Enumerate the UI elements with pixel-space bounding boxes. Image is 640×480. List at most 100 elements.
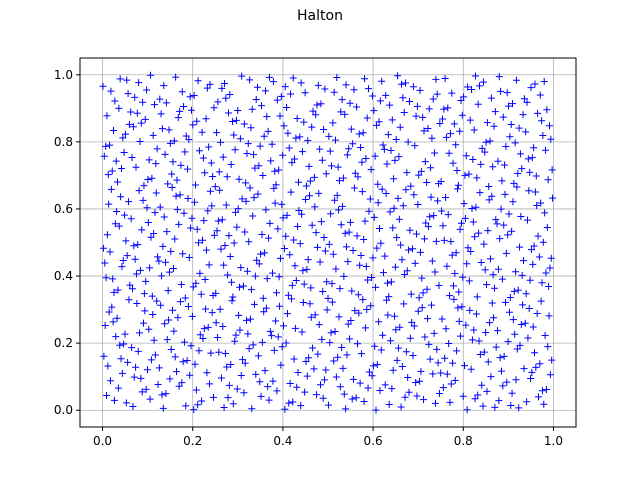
- data-point: [496, 235, 504, 243]
- data-point: [488, 299, 496, 307]
- data-point: [341, 110, 349, 118]
- data-point: [398, 80, 406, 88]
- data-point: [459, 392, 467, 400]
- data-point: [511, 330, 519, 338]
- data-point: [217, 374, 225, 382]
- data-point: [197, 290, 205, 298]
- data-point: [275, 273, 283, 281]
- data-point: [326, 147, 334, 155]
- data-point: [399, 94, 407, 102]
- data-point: [434, 197, 442, 205]
- data-point: [209, 291, 217, 299]
- data-point: [404, 374, 412, 382]
- data-point: [495, 73, 503, 81]
- data-point: [196, 331, 204, 339]
- data-point: [312, 111, 320, 119]
- data-point: [371, 152, 379, 160]
- data-point: [250, 300, 258, 308]
- data-point: [289, 74, 297, 82]
- data-point: [367, 302, 375, 310]
- data-point: [531, 188, 539, 196]
- data-point: [481, 148, 489, 156]
- data-point: [453, 166, 461, 174]
- data-point: [187, 224, 195, 232]
- data-point: [134, 347, 142, 355]
- data-point: [393, 356, 401, 364]
- data-point: [184, 195, 192, 203]
- data-point: [142, 277, 150, 285]
- y-tick-label: 0.2: [54, 336, 73, 350]
- data-point: [429, 370, 437, 378]
- data-point: [287, 295, 295, 303]
- data-point: [468, 205, 476, 213]
- data-point: [107, 185, 115, 193]
- data-point: [382, 91, 390, 99]
- data-point: [526, 168, 534, 176]
- data-point: [359, 296, 367, 304]
- data-point: [279, 214, 287, 222]
- data-point: [484, 358, 492, 366]
- data-point: [480, 348, 488, 356]
- data-point: [549, 194, 557, 202]
- data-point: [538, 387, 546, 395]
- data-point: [247, 315, 254, 323]
- data-point: [512, 76, 520, 84]
- data-point: [446, 398, 454, 406]
- data-point: [423, 178, 431, 186]
- data-point: [413, 230, 421, 238]
- data-point: [226, 253, 234, 261]
- data-point: [516, 341, 524, 349]
- data-point: [346, 99, 354, 107]
- data-point: [507, 120, 515, 128]
- data-point: [106, 377, 114, 385]
- data-point: [194, 401, 202, 409]
- data-point: [262, 304, 270, 312]
- data-point: [222, 94, 230, 102]
- data-point: [133, 109, 141, 117]
- data-point: [185, 136, 193, 144]
- data-point: [375, 318, 383, 326]
- data-point: [211, 183, 219, 191]
- data-point: [129, 403, 137, 411]
- data-point: [360, 236, 368, 244]
- data-point: [435, 282, 443, 290]
- data-point: [371, 342, 379, 350]
- data-point: [439, 222, 447, 230]
- data-point: [271, 167, 279, 175]
- data-point: [152, 160, 160, 168]
- data-point: [249, 341, 257, 349]
- data-point: [312, 229, 320, 237]
- data-point: [476, 189, 484, 197]
- data-point: [171, 353, 179, 361]
- data-point: [508, 389, 516, 397]
- data-point: [117, 164, 125, 172]
- data-point: [199, 236, 207, 244]
- data-point: [309, 344, 317, 352]
- data-point: [337, 108, 345, 116]
- data-point: [472, 203, 480, 211]
- data-point: [317, 218, 325, 226]
- data-point: [110, 126, 118, 134]
- data-point: [501, 190, 509, 198]
- x-tick-label: 0.6: [364, 434, 383, 448]
- data-point: [352, 394, 360, 402]
- data-point: [476, 351, 484, 359]
- data-point: [331, 328, 339, 336]
- data-point: [132, 163, 140, 171]
- data-point: [462, 152, 470, 160]
- data-point: [151, 351, 159, 359]
- data-point: [494, 327, 502, 335]
- data-point: [344, 320, 352, 328]
- data-point: [361, 217, 369, 225]
- data-point: [386, 208, 394, 216]
- data-point: [158, 391, 166, 399]
- data-point: [331, 136, 339, 144]
- data-point: [428, 257, 436, 265]
- data-point: [488, 192, 496, 200]
- data-point: [207, 349, 215, 357]
- data-point: [323, 306, 331, 314]
- data-point: [228, 118, 236, 126]
- data-point: [497, 367, 505, 375]
- data-point: [368, 274, 376, 282]
- data-point: [258, 230, 266, 238]
